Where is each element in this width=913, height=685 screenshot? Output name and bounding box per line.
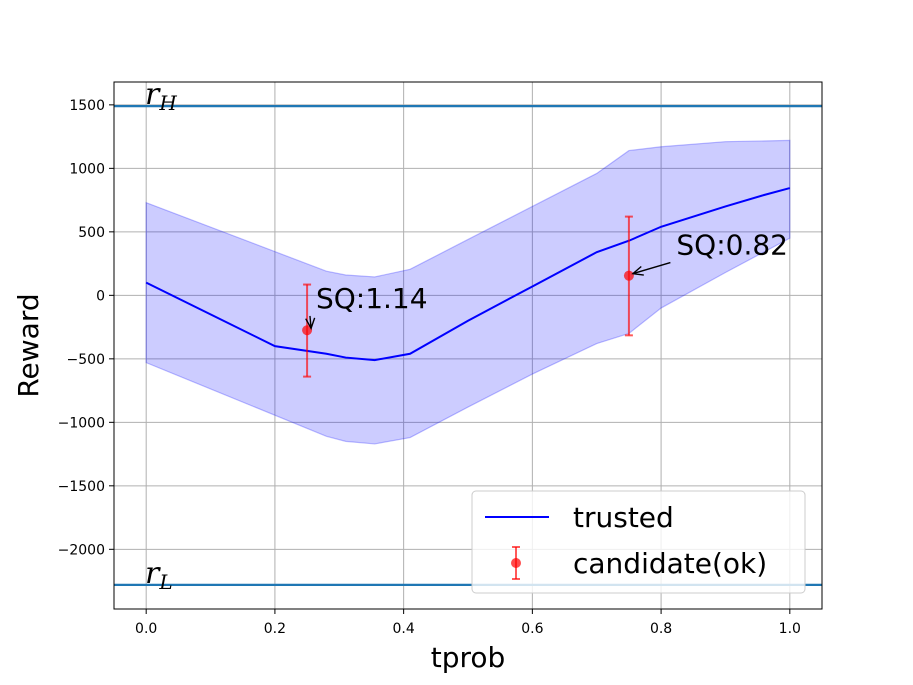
annotation-arrowhead xyxy=(631,265,644,276)
y-tick-label: 1000 xyxy=(69,161,105,177)
x-tick-label: 0.6 xyxy=(521,621,543,637)
candidate-annotation: SQ:1.14 xyxy=(316,282,428,315)
annotation-arrowhead xyxy=(305,317,316,330)
x-tick-label: 0.8 xyxy=(650,621,672,637)
reference-line-subscript: L xyxy=(158,570,172,594)
confidence-band xyxy=(145,139,791,445)
trusted-line xyxy=(145,187,791,362)
annotations: SQ:1.14 SQ:0.82 xyxy=(305,229,788,330)
reference-line-label: rL xyxy=(145,556,173,594)
x-axis-label: tprob xyxy=(431,641,506,674)
legend-box xyxy=(471,490,806,594)
legend-point xyxy=(511,558,521,568)
y-tick-label: −1000 xyxy=(58,415,105,431)
legend-candidate-swatch xyxy=(511,546,521,580)
candidate-point xyxy=(302,325,313,336)
y-tick-label: −1500 xyxy=(58,479,105,495)
y-tick-label: 500 xyxy=(78,225,105,241)
band-area xyxy=(145,139,791,445)
reference-line-label: rH xyxy=(145,77,177,115)
candidate-series xyxy=(302,215,634,378)
legend: trusted candidate(ok) xyxy=(471,490,806,594)
x-tick-label: 0.4 xyxy=(393,621,415,637)
candidate-point xyxy=(623,270,634,281)
x-axis-ticks: 0.0 0.2 0.4 0.6 0.8 1.0 xyxy=(135,609,801,637)
x-tick-label: 0.0 xyxy=(135,621,157,637)
trusted-series xyxy=(145,187,791,362)
y-tick-label: 1500 xyxy=(69,98,105,114)
candidate-annotation: SQ:0.82 xyxy=(676,229,788,262)
annotation-arrow xyxy=(632,261,671,275)
y-tick-label: −2000 xyxy=(58,542,105,558)
x-tick-label: 0.2 xyxy=(264,621,286,637)
y-axis-ticks: −2000 −1500 −1000 −500 0 500 1000 1500 xyxy=(58,98,114,558)
reference-line-subscript: H xyxy=(158,91,177,115)
grid xyxy=(114,82,822,609)
legend-candidate-label: candidate(ok) xyxy=(573,547,767,580)
y-tick-label: 0 xyxy=(96,288,105,304)
plot-frame xyxy=(113,81,823,610)
y-tick-label: −500 xyxy=(67,352,105,368)
x-tick-label: 1.0 xyxy=(779,621,801,637)
annotation-arrow xyxy=(309,315,312,329)
y-axis-label: Reward xyxy=(12,293,45,397)
legend-trusted-label: trusted xyxy=(573,501,674,534)
